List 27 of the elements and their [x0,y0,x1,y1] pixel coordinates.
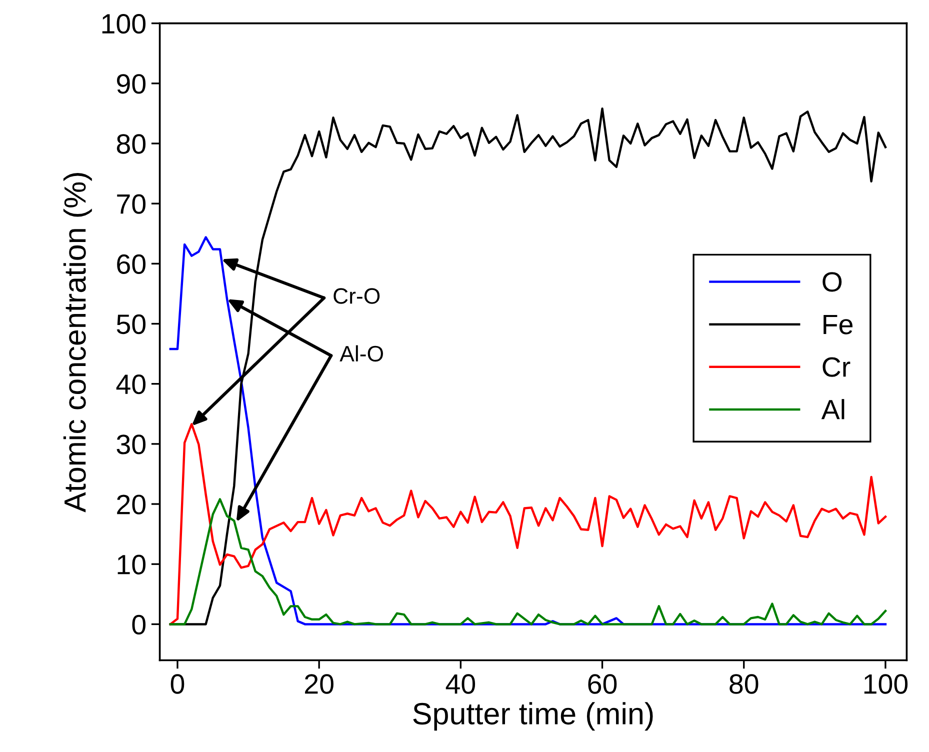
y-tick-label: 80 [116,134,146,154]
y-tick-label: 20 [117,494,146,514]
y-tick-label: 30 [116,434,146,454]
x-tick-label: 60 [588,674,617,694]
y-axis-title: Atomic concentration (%) [63,173,92,512]
legend-label: Al [821,399,844,420]
y-tick-label: 10 [118,554,146,574]
line-series [169,236,887,626]
x-tick-label: 80 [730,674,758,694]
annotation: Al-O [340,345,383,362]
y-tick-label: 90 [117,74,146,94]
legend-label: O [822,272,842,292]
y-tick-label: 70 [117,194,146,214]
line-series [169,498,887,626]
x-tick-label: 100 [864,674,908,694]
x-tick-label: 0 [170,674,184,694]
annotation: Cr-O [334,288,380,304]
x-tick-label: 20 [305,674,334,694]
legend-label: Cr [822,357,850,377]
x-tick-label: 40 [446,674,476,694]
y-tick-label: 0 [132,614,146,635]
legend-label: Fe [824,314,853,334]
y-tick-label: 60 [117,254,146,274]
y-tick-label: 100 [102,14,146,34]
y-tick-label: 50 [116,314,146,334]
y-tick-label: 40 [116,374,146,394]
x-axis-title: Sputter time (min) [413,702,653,731]
